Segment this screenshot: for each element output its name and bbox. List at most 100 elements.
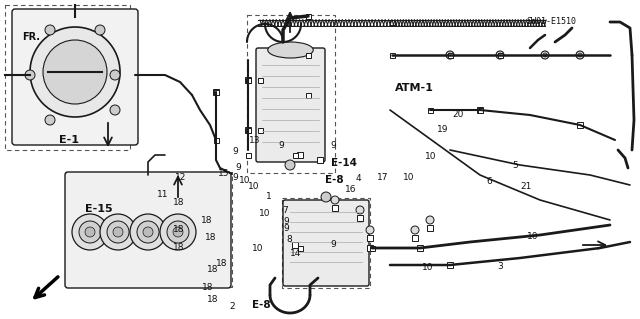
Bar: [305, 53, 310, 57]
Bar: [357, 215, 363, 221]
Circle shape: [85, 227, 95, 237]
Circle shape: [448, 53, 452, 57]
Text: 15: 15: [218, 169, 230, 178]
Text: 16: 16: [345, 185, 356, 194]
Text: 1: 1: [266, 192, 271, 201]
Bar: [477, 107, 483, 113]
Text: 3: 3: [498, 262, 503, 271]
Text: 10: 10: [403, 173, 414, 182]
Circle shape: [30, 27, 120, 117]
Circle shape: [113, 227, 123, 237]
Bar: [369, 246, 374, 250]
Text: SW01-E1510: SW01-E1510: [527, 17, 577, 26]
Text: 10: 10: [252, 244, 264, 253]
Text: 17: 17: [377, 173, 388, 182]
Circle shape: [143, 227, 153, 237]
Circle shape: [578, 53, 582, 57]
Bar: [412, 235, 418, 241]
Circle shape: [426, 216, 434, 224]
Bar: [317, 157, 323, 163]
Text: 10: 10: [259, 209, 270, 218]
Circle shape: [45, 115, 55, 125]
Circle shape: [446, 51, 454, 59]
Text: 9: 9: [284, 217, 289, 226]
Circle shape: [43, 40, 107, 104]
Circle shape: [167, 221, 189, 243]
Circle shape: [498, 53, 502, 57]
Text: 10: 10: [527, 232, 538, 241]
Text: E-8: E-8: [252, 300, 271, 310]
Text: 18: 18: [201, 216, 212, 225]
Text: 10: 10: [248, 182, 260, 191]
Circle shape: [110, 105, 120, 115]
Bar: [427, 225, 433, 231]
Bar: [5, 5, 130, 150]
Bar: [497, 53, 502, 57]
Bar: [245, 77, 251, 83]
Text: 9: 9: [232, 173, 237, 182]
Ellipse shape: [268, 42, 313, 58]
Circle shape: [285, 160, 295, 170]
Text: 9: 9: [236, 163, 241, 172]
Text: 18: 18: [207, 295, 219, 304]
Bar: [577, 122, 583, 128]
FancyBboxPatch shape: [12, 9, 138, 145]
Circle shape: [107, 221, 129, 243]
Text: E-14: E-14: [332, 158, 357, 168]
Bar: [390, 53, 394, 57]
Text: 18: 18: [205, 233, 217, 242]
Circle shape: [496, 51, 504, 59]
Text: 19: 19: [437, 125, 449, 134]
Bar: [246, 78, 250, 83]
Text: 11: 11: [157, 190, 169, 199]
Bar: [292, 242, 298, 248]
Circle shape: [173, 227, 183, 237]
Bar: [214, 137, 218, 143]
Bar: [477, 108, 483, 113]
Text: E-1: E-1: [59, 135, 79, 145]
Bar: [245, 127, 251, 133]
Bar: [247, 15, 335, 173]
Text: 8: 8: [287, 235, 292, 244]
Bar: [297, 152, 303, 158]
Circle shape: [79, 221, 101, 243]
Circle shape: [411, 226, 419, 234]
Circle shape: [541, 51, 549, 59]
Bar: [305, 93, 310, 98]
Circle shape: [576, 51, 584, 59]
Text: 18: 18: [173, 243, 185, 252]
Text: 10: 10: [422, 263, 433, 272]
Bar: [367, 235, 373, 241]
Text: 18: 18: [202, 283, 214, 292]
FancyBboxPatch shape: [65, 172, 231, 288]
Text: 18: 18: [216, 259, 228, 268]
Text: ATM-1: ATM-1: [396, 83, 434, 93]
Text: 10: 10: [239, 176, 250, 185]
Circle shape: [25, 70, 35, 80]
Bar: [298, 246, 303, 250]
Circle shape: [356, 206, 364, 214]
Bar: [257, 128, 262, 132]
Text: 10: 10: [425, 152, 436, 161]
Circle shape: [366, 226, 374, 234]
Bar: [282, 198, 370, 288]
Bar: [65, 172, 232, 287]
Circle shape: [100, 214, 136, 250]
Bar: [367, 245, 373, 251]
Text: 21: 21: [520, 182, 532, 191]
Bar: [257, 78, 262, 83]
Bar: [428, 108, 433, 113]
Circle shape: [45, 25, 55, 35]
Bar: [246, 128, 250, 132]
Circle shape: [331, 196, 339, 204]
Text: 9: 9: [284, 224, 289, 233]
Text: 7: 7: [282, 206, 287, 215]
FancyBboxPatch shape: [256, 48, 325, 162]
Bar: [246, 152, 250, 158]
Text: 18: 18: [207, 265, 219, 274]
Bar: [214, 90, 218, 94]
Circle shape: [72, 214, 108, 250]
Bar: [332, 205, 338, 211]
Circle shape: [321, 192, 331, 202]
Bar: [390, 19, 394, 25]
